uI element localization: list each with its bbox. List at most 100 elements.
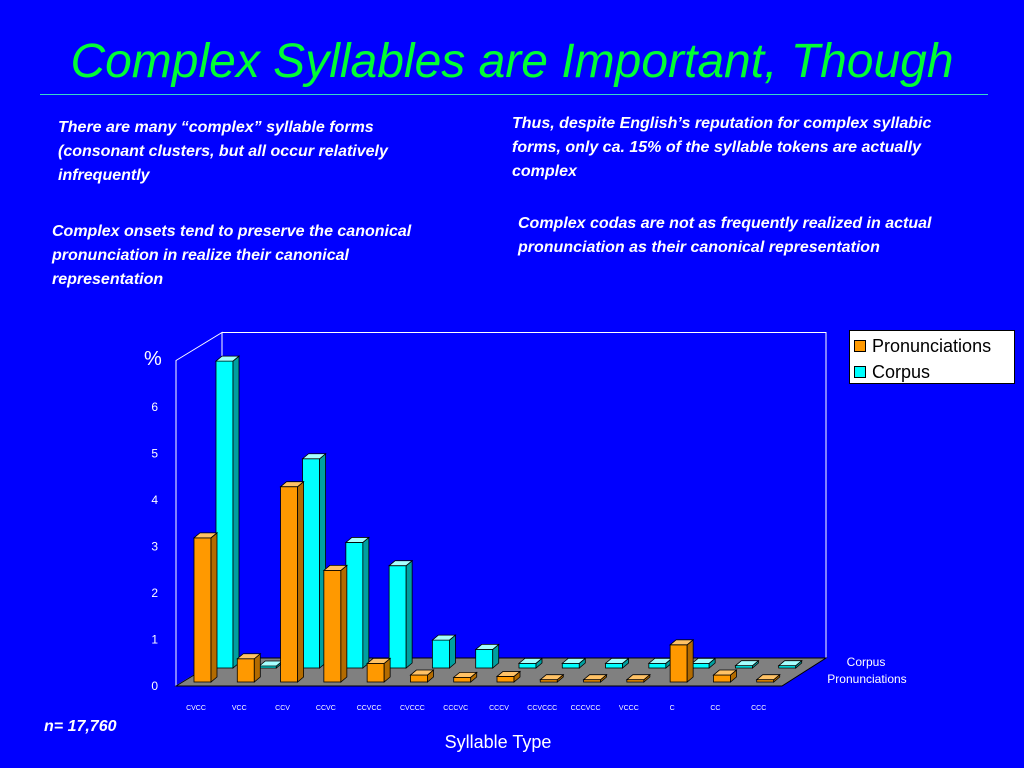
sample-size-label: n= 17,760 bbox=[44, 718, 117, 735]
bar-top bbox=[734, 660, 760, 667]
bar-pronunciations-cc bbox=[712, 669, 738, 683]
bar-pronunciations-ccc bbox=[755, 673, 781, 683]
bar-pronunciations-cccvcc bbox=[582, 673, 608, 683]
bar-front bbox=[432, 639, 450, 669]
x-tick-label: CCC bbox=[751, 705, 766, 712]
bar-corpus-ccv bbox=[301, 452, 327, 669]
bar-top bbox=[582, 674, 608, 681]
x-tick-label: CCVCCC bbox=[527, 705, 557, 712]
y-tick-label: 1 bbox=[151, 633, 158, 647]
bar-pronunciations-ccvccc bbox=[539, 673, 565, 683]
bar-top bbox=[777, 660, 803, 667]
x-tick-label: CVCCC bbox=[400, 705, 425, 712]
bar-top bbox=[474, 644, 500, 650]
bar-top bbox=[539, 674, 565, 681]
bar-pronunciations-cvcc bbox=[192, 531, 219, 683]
bar-front bbox=[215, 360, 234, 669]
bar-top bbox=[495, 671, 522, 677]
bar-top bbox=[279, 481, 305, 488]
bar-pronunciations-ccvcc bbox=[366, 657, 392, 683]
bar-side bbox=[362, 536, 370, 669]
bar-pronunciations-c bbox=[669, 638, 695, 683]
chart-frame bbox=[174, 331, 828, 687]
legend-label-corpus: Corpus bbox=[872, 361, 931, 382]
y-tick-label: 5 bbox=[151, 447, 158, 461]
x-tick-label: C bbox=[670, 705, 675, 712]
bar-side bbox=[297, 480, 304, 683]
bar-top bbox=[604, 657, 630, 664]
bar-top bbox=[192, 532, 219, 539]
bar-pronunciations-vccc bbox=[625, 673, 651, 683]
bar-top bbox=[755, 674, 781, 681]
chart-bars bbox=[192, 355, 803, 683]
bar-front bbox=[388, 565, 407, 669]
bar-side bbox=[686, 638, 694, 683]
bar-corpus-cvccc bbox=[431, 634, 457, 669]
y-tick-label: 4 bbox=[151, 493, 158, 507]
bar-front bbox=[366, 663, 385, 683]
x-tick-label: CCVCC bbox=[357, 705, 382, 712]
bar-top bbox=[388, 560, 414, 567]
bar-top bbox=[366, 658, 392, 664]
bar-corpus-ccc bbox=[777, 659, 803, 669]
y-tick-label: 0 bbox=[151, 679, 158, 693]
bar-pronunciations-cccvc bbox=[452, 671, 478, 683]
bar-top bbox=[517, 657, 544, 664]
x-tick-label: VCC bbox=[232, 705, 247, 712]
bar-top bbox=[712, 669, 738, 676]
bar-front bbox=[453, 676, 472, 683]
bar-front bbox=[302, 458, 320, 669]
x-tick-label: CCCV bbox=[489, 705, 509, 712]
bar-front bbox=[280, 486, 298, 683]
bar-pronunciations-cvccc bbox=[409, 669, 435, 683]
bar-corpus-ccvcc bbox=[388, 559, 414, 669]
x-tick-label: CVCC bbox=[186, 705, 206, 712]
x-tick-label: CCV bbox=[275, 705, 290, 712]
note-complex-codas: Complex codas are not as frequently real… bbox=[518, 215, 932, 256]
bar-top bbox=[301, 453, 327, 460]
bar-top bbox=[625, 674, 651, 681]
bar-front bbox=[345, 542, 364, 669]
bar-top bbox=[452, 671, 478, 678]
legend-item-pronunciations: Pronunciations bbox=[850, 333, 1014, 359]
bar-top bbox=[322, 565, 348, 571]
x-tick-label: CCCVC bbox=[443, 705, 468, 712]
bar-top bbox=[344, 537, 370, 543]
bar-corpus-cccvc bbox=[474, 643, 500, 669]
x-tick-label: CCVC bbox=[316, 705, 336, 712]
slide-title: Complex Syllables are Important, Though bbox=[70, 35, 954, 88]
bar-front bbox=[561, 662, 580, 669]
x-tick-label: CCCVCC bbox=[571, 705, 601, 712]
bar-front bbox=[691, 662, 710, 669]
bar-side bbox=[210, 531, 218, 683]
bar-top bbox=[561, 657, 587, 664]
bar-top bbox=[691, 657, 717, 664]
y-tick-label: 3 bbox=[151, 540, 158, 554]
x-tick-label: VCCC bbox=[619, 705, 639, 712]
bar-front bbox=[236, 658, 255, 683]
legend-item-corpus: Corpus bbox=[850, 359, 1014, 385]
bar-top bbox=[214, 355, 241, 362]
bar-front bbox=[475, 649, 494, 669]
bar-top bbox=[409, 669, 435, 676]
x-tick-label: CC bbox=[710, 705, 720, 712]
bar-pronunciations-ccvc bbox=[322, 564, 348, 683]
y-tick-label: 2 bbox=[151, 586, 158, 600]
note-complex-onsets: Complex onsets tend to preserve the cano… bbox=[52, 223, 412, 288]
bar-side bbox=[340, 564, 348, 683]
bar-corpus-ccvccc bbox=[561, 657, 587, 669]
bar-front bbox=[648, 662, 667, 669]
note-complex-forms: There are many “complex” syllable forms … bbox=[58, 119, 388, 184]
bar-front bbox=[193, 537, 212, 683]
note-english-reputation: Thus, despite English’s reputation for c… bbox=[512, 115, 932, 180]
bar-corpus-ccvc bbox=[344, 536, 370, 669]
bar-side bbox=[449, 634, 456, 669]
bar-front bbox=[518, 662, 537, 669]
bar-top bbox=[431, 634, 457, 641]
bar-pronunciations-cccv bbox=[495, 670, 522, 683]
depth-label-pronunciations: Pronunciations bbox=[827, 672, 907, 686]
bar-front bbox=[410, 674, 428, 683]
bar-pronunciations-vcc bbox=[236, 652, 262, 683]
